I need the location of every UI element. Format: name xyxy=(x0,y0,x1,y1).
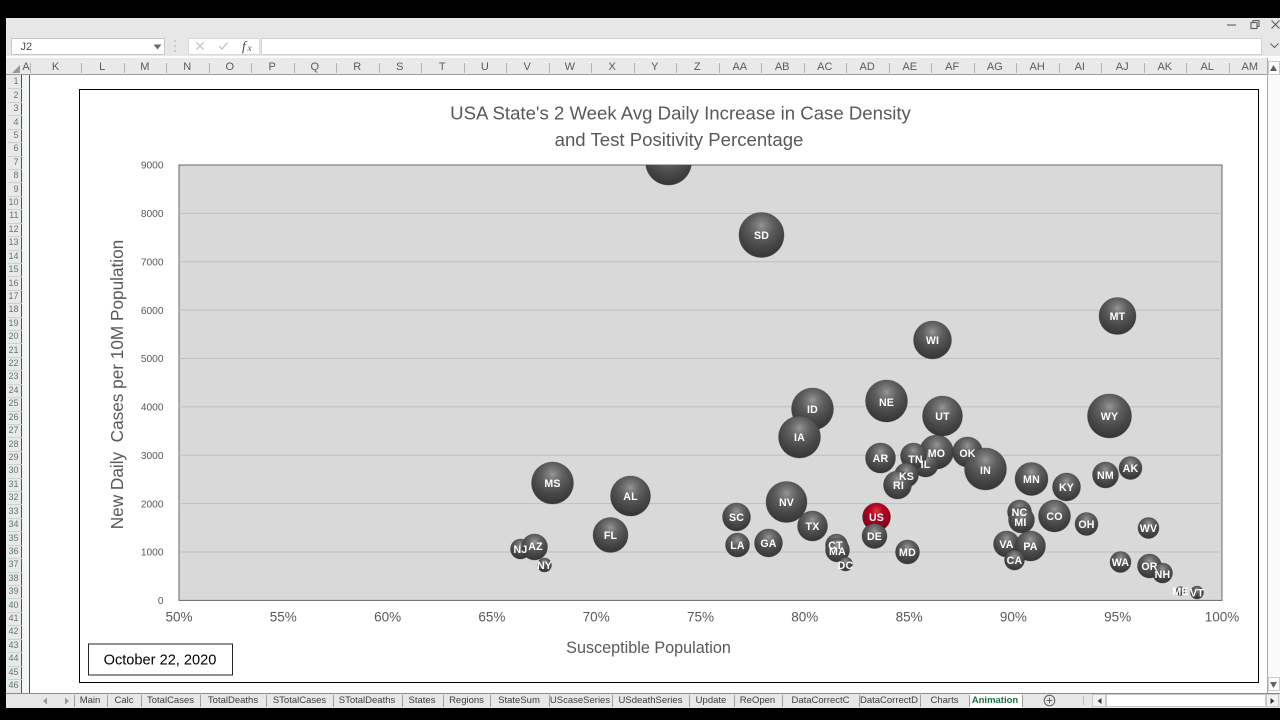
svg-text:MI: MI xyxy=(1015,517,1027,529)
svg-text:70%: 70% xyxy=(583,609,610,624)
svg-text:CO: CO xyxy=(1047,511,1063,523)
svg-text:GA: GA xyxy=(761,538,777,550)
svg-text:55%: 55% xyxy=(270,609,297,624)
svg-text:IA: IA xyxy=(794,432,805,444)
svg-text:CT: CT xyxy=(829,540,844,552)
svg-text:OK: OK xyxy=(960,448,976,460)
svg-text:x: x xyxy=(247,44,253,54)
svg-text:SD: SD xyxy=(754,230,769,242)
svg-text:8000: 8000 xyxy=(141,209,164,220)
svg-text:AK: AK xyxy=(1123,463,1139,475)
svg-text:KY: KY xyxy=(1059,482,1074,494)
svg-text:6000: 6000 xyxy=(141,306,164,317)
svg-text:9000: 9000 xyxy=(141,160,164,171)
svg-text:ID: ID xyxy=(807,404,818,416)
svg-text:2000: 2000 xyxy=(141,499,164,510)
svg-text:5000: 5000 xyxy=(141,354,164,365)
svg-text:AR: AR xyxy=(873,453,889,465)
svg-text:AZ: AZ xyxy=(529,541,544,553)
svg-text:FL: FL xyxy=(604,530,618,542)
svg-text:VA: VA xyxy=(1000,539,1014,551)
svg-text:90%: 90% xyxy=(1000,609,1027,624)
svg-text:TX: TX xyxy=(806,521,820,533)
svg-text:USA State's 2 Week Avg Daily I: USA State's 2 Week Avg Daily Increase in… xyxy=(450,102,911,123)
svg-text:CA: CA xyxy=(1007,555,1023,567)
svg-text:WI: WI xyxy=(926,335,939,347)
svg-text:MN: MN xyxy=(1023,474,1040,486)
svg-text:UT: UT xyxy=(936,411,951,423)
svg-text:50%: 50% xyxy=(166,609,193,624)
svg-text:LA: LA xyxy=(731,540,746,552)
svg-text:4000: 4000 xyxy=(141,402,164,413)
svg-text:7000: 7000 xyxy=(141,257,164,268)
svg-text:MO: MO xyxy=(928,448,945,460)
svg-text:OR: OR xyxy=(1142,561,1158,573)
svg-text:NC: NC xyxy=(1012,507,1028,519)
svg-text:NY: NY xyxy=(537,560,552,572)
svg-text:PA: PA xyxy=(1024,541,1038,553)
svg-text:NH: NH xyxy=(1155,569,1171,581)
svg-text:1000: 1000 xyxy=(141,547,164,558)
svg-text:IN: IN xyxy=(980,465,991,477)
svg-text:US: US xyxy=(869,512,884,524)
svg-text:NE: NE xyxy=(879,397,894,409)
svg-text:60%: 60% xyxy=(374,609,401,624)
svg-text:MT: MT xyxy=(1110,311,1126,323)
svg-text:WA: WA xyxy=(1112,557,1130,569)
svg-text:VT: VT xyxy=(1190,587,1204,599)
svg-text:NM: NM xyxy=(1097,470,1114,482)
svg-text:MS: MS xyxy=(545,478,561,490)
svg-text:100%: 100% xyxy=(1205,609,1240,624)
svg-text:New Daily Cases per 10M Popul: New Daily Cases per 10M Population xyxy=(107,240,127,529)
svg-text:DE: DE xyxy=(867,531,882,543)
svg-text:MA: MA xyxy=(829,546,846,558)
svg-text:Susceptible Population: Susceptible Population xyxy=(566,639,731,657)
svg-text:TN: TN xyxy=(909,454,924,466)
svg-text:75%: 75% xyxy=(687,609,714,624)
svg-text:KS: KS xyxy=(899,471,914,483)
svg-text:SC: SC xyxy=(729,512,744,524)
svg-text:ME: ME xyxy=(1173,586,1189,598)
svg-text:f: f xyxy=(242,39,248,54)
svg-text:95%: 95% xyxy=(1104,609,1131,624)
svg-text:0: 0 xyxy=(158,596,164,607)
svg-text:85%: 85% xyxy=(896,609,923,624)
svg-text:MD: MD xyxy=(899,547,916,559)
svg-text:and Test Positivity Percentage: and Test Positivity Percentage xyxy=(555,129,804,150)
svg-text:IL: IL xyxy=(921,459,931,471)
svg-text:NJ: NJ xyxy=(514,544,528,556)
svg-text:65%: 65% xyxy=(479,609,506,624)
svg-text:WY: WY xyxy=(1101,411,1118,423)
svg-text:3000: 3000 xyxy=(141,451,164,462)
svg-text:October 22, 2020: October 22, 2020 xyxy=(104,652,217,668)
svg-text:WV: WV xyxy=(1140,523,1157,535)
svg-text:AL: AL xyxy=(624,491,639,503)
svg-text:NV: NV xyxy=(779,497,794,509)
svg-text:OH: OH xyxy=(1079,519,1095,531)
svg-text:DC: DC xyxy=(838,560,854,572)
svg-text:80%: 80% xyxy=(792,609,819,624)
svg-text:RI: RI xyxy=(893,480,904,492)
